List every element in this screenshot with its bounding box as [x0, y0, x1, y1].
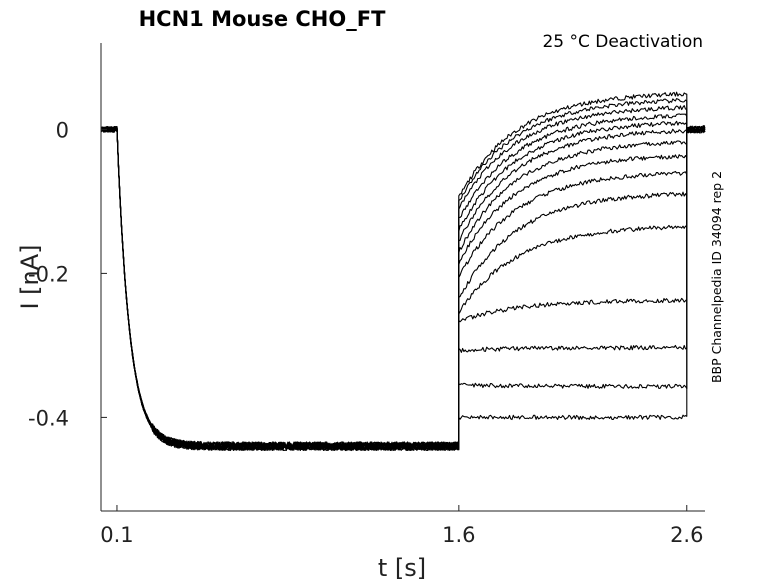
data-trace-4	[100, 113, 706, 452]
data-trace-15	[100, 126, 706, 451]
side-label: BBP Channelpedia ID 34094 rep 2	[709, 171, 724, 383]
data-trace-2	[100, 98, 706, 452]
data-traces	[100, 91, 706, 452]
data-trace-5	[100, 120, 706, 452]
data-trace-6	[100, 125, 706, 452]
data-trace-8	[100, 125, 706, 452]
data-trace-7	[100, 126, 706, 452]
chart-subtitle: 25 °C Deactivation	[542, 32, 703, 52]
data-trace-3	[100, 105, 706, 452]
x-tick-label: 2.6	[670, 523, 703, 547]
chart-title: HCN1 Mouse CHO_FT	[139, 7, 386, 31]
data-trace-9	[100, 125, 706, 452]
y-tick-label: 0	[56, 118, 69, 142]
y-axis-label: I [nA]	[16, 244, 44, 309]
data-trace-10	[100, 126, 706, 452]
data-trace-11	[100, 125, 706, 452]
axis-ticks: 0.1 1.6 2.6 0 -0.2 -0.4	[28, 118, 703, 547]
data-trace-14	[100, 126, 706, 451]
data-trace-13	[100, 125, 706, 451]
data-trace-12	[100, 126, 706, 452]
x-tick-label: 1.6	[442, 523, 475, 547]
x-axis-label: t [s]	[378, 554, 426, 582]
x-tick-label: 0.1	[100, 523, 133, 547]
y-tick-label: -0.4	[28, 406, 69, 430]
y-tick-label: -0.2	[28, 262, 69, 286]
